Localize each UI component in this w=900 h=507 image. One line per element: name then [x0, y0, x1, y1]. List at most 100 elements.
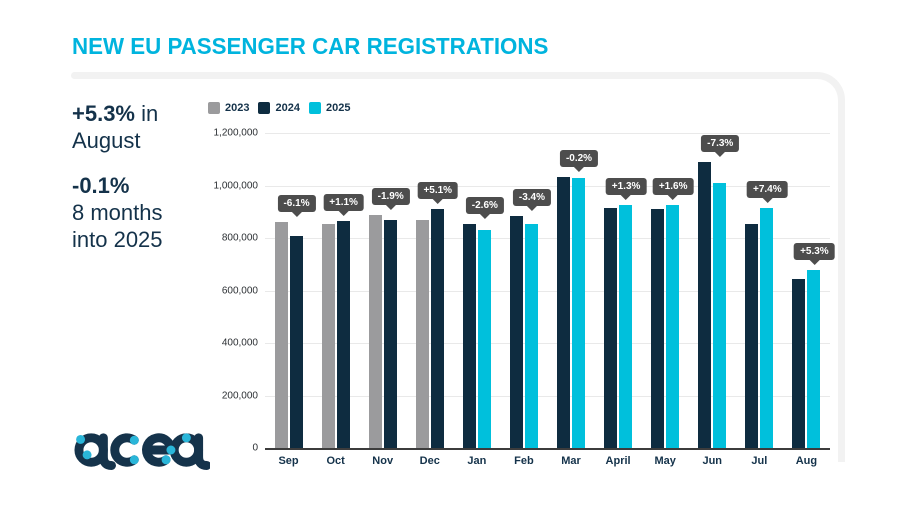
- bar-2024-mar: [557, 177, 570, 448]
- bar-2024-jun: [698, 161, 712, 448]
- bar-2025-mar: [572, 177, 585, 448]
- stat-ytd: -0.1% 8 months into 2025: [72, 172, 163, 253]
- change-label-dec: +5.1%: [417, 181, 459, 199]
- bar-2024-sep: [289, 235, 303, 448]
- plot-area: 1,200,000 1,000,000 800,000 600,000 400,000 2…: [214, 128, 835, 467]
- legend-swatch-2024: [258, 102, 271, 114]
- y-axis-tick-label: 1,000,000: [213, 180, 259, 191]
- y-axis-tick-label: 600,000: [221, 285, 258, 296]
- logo-letter-e: [142, 433, 176, 467]
- bar-2024-jul: [745, 224, 759, 448]
- stat-august-suffix: in: [135, 101, 159, 126]
- month-group-oct: +1.1% Oct: [312, 133, 364, 467]
- bar-2023-sep: [274, 222, 288, 448]
- change-label-sep: -6.1%: [277, 195, 316, 212]
- legend-item-2023: 2023: [208, 102, 249, 114]
- stat-ytd-line2: 8 months: [72, 200, 163, 225]
- bar-2025-jun: [713, 182, 727, 448]
- legend-swatch-2023: [208, 102, 220, 114]
- gridline: [265, 185, 830, 187]
- bar-2024-nov: [383, 219, 397, 448]
- change-label-mar: -0.2%: [559, 150, 599, 168]
- bar-2023-oct: [321, 223, 335, 448]
- logo-letter-c: [110, 433, 139, 467]
- x-axis-label-feb: Feb: [514, 455, 534, 467]
- bar-2024-may: [651, 208, 665, 448]
- month-group-jun: -7.3% Jun: [689, 133, 740, 467]
- legend-swatch-2025: [308, 102, 321, 114]
- x-axis-label-nov: Nov: [372, 455, 394, 467]
- logo-letter-a1-stem: [98, 433, 116, 470]
- x-axis-label-jan: Jan: [467, 455, 487, 467]
- stat-august-line2: August: [72, 128, 141, 153]
- bar-2024-feb: [509, 215, 523, 448]
- page-title: NEW EU PASSENGER CAR REGISTRATIONS: [72, 33, 549, 59]
- x-axis-label-mar: Mar: [561, 455, 581, 467]
- month-group-jan: -2.6% Jan: [453, 133, 504, 467]
- bar-2025-aug: [807, 270, 821, 448]
- x-axis-label-aug: Aug: [795, 455, 818, 467]
- bar-2024-dec: [430, 208, 444, 448]
- month-group-may: +1.6% May: [642, 133, 694, 467]
- x-axis-label-jul: Jul: [751, 455, 768, 467]
- stat-august-line1: +5.3% in: [72, 100, 163, 127]
- bar-2024-oct: [336, 220, 350, 448]
- change-label-nov: -1.9%: [371, 188, 410, 206]
- bar-2025-jul: [760, 207, 774, 448]
- legend-item-2024: 2024: [258, 102, 300, 114]
- acea-logo: acea: [74, 433, 210, 470]
- bar-2024-aug: [792, 278, 806, 448]
- month-group-sep: -6.1% Sep: [265, 133, 316, 467]
- change-label-jun: -7.3%: [701, 134, 740, 152]
- legend-label-2025: 2025: [325, 102, 351, 114]
- bar-2025-april: [619, 204, 633, 448]
- bar-2025-may: [666, 204, 680, 448]
- bar-groups: -6.1% Sep +1.1% Oct -1.9% Nov +5.1% Dec -2.6% Jan…: [265, 133, 835, 467]
- month-group-jul: +7.4% Jul: [736, 133, 788, 467]
- gridline: [265, 343, 830, 344]
- x-axis-label-sep: Sep: [278, 455, 299, 467]
- y-axis-tick-label: 400,000: [221, 337, 258, 349]
- stat-ytd-line3: into 2025: [72, 227, 163, 252]
- frame-cap-bottom: [838, 452, 845, 459]
- y-axis-tick-label: 1,200,000: [213, 127, 259, 139]
- frame-cap-left: [71, 72, 78, 79]
- x-axis-label-may: May: [654, 455, 676, 467]
- y-axis-tick-label: 0: [252, 442, 258, 454]
- change-label-may: +1.6%: [652, 177, 694, 195]
- legend-label-2024: 2024: [275, 102, 300, 114]
- key-stats: +5.3% in August -0.1% 8 months into 2025: [72, 100, 163, 253]
- bar-2023-nov: [368, 215, 382, 448]
- stat-ytd-value: -0.1%: [72, 173, 130, 198]
- bar-2025-feb: [524, 223, 538, 448]
- stat-august: +5.3% in August: [72, 100, 163, 154]
- month-group-nov: -1.9% Nov: [359, 133, 410, 467]
- bar-2024-april: [604, 208, 618, 448]
- change-label-jul: +7.4%: [746, 180, 788, 198]
- gridline: [265, 238, 830, 239]
- logo-dots: [76, 433, 191, 465]
- y-axis-tick-label: 200,000: [221, 390, 258, 401]
- change-label-april: +1.3%: [605, 177, 647, 195]
- stat-august-value: +5.3%: [72, 101, 135, 126]
- x-axis-label-dec: Dec: [419, 455, 440, 467]
- gridline: [265, 133, 830, 134]
- x-axis-label-april: April: [605, 455, 631, 467]
- decorative-frame: [74, 72, 845, 462]
- bar-2023-dec: [415, 220, 429, 448]
- month-group-april: +1.3% April: [595, 133, 647, 467]
- month-group-aug: +5.3% Aug: [783, 133, 835, 467]
- bar-2025-jan: [477, 229, 491, 448]
- change-label-oct: +1.1%: [323, 193, 364, 211]
- y-axis-tick-label: 800,000: [221, 232, 258, 244]
- change-label-feb: -3.4%: [512, 188, 551, 206]
- legend-item-2025: 2025: [308, 102, 351, 114]
- change-label-aug: +5.3%: [794, 243, 835, 261]
- x-axis-label-jun: Jun: [702, 455, 723, 467]
- gridline: [265, 290, 830, 292]
- gridline: [265, 395, 830, 397]
- month-group-feb: -3.4% Feb: [500, 133, 551, 467]
- x-axis-label-oct: Oct: [326, 455, 345, 467]
- month-group-mar: -0.2% Mar: [547, 133, 599, 467]
